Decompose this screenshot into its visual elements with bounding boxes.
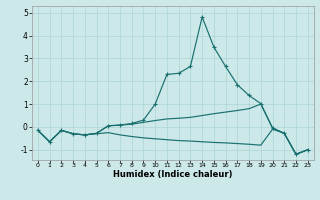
X-axis label: Humidex (Indice chaleur): Humidex (Indice chaleur) bbox=[113, 170, 233, 179]
